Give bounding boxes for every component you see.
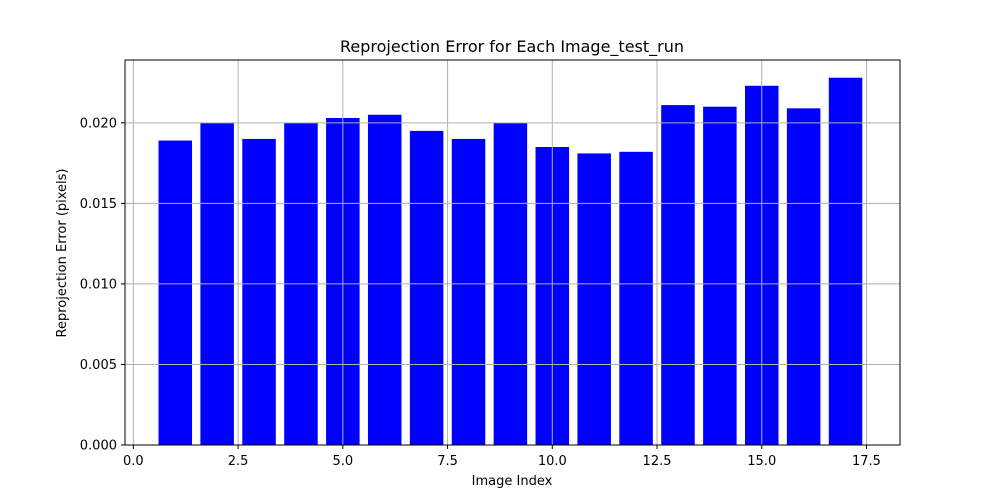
chart-title: Reprojection Error for Each Image_test_r… <box>340 37 684 57</box>
x-tick-label: 5.0 <box>332 454 353 469</box>
plot-frame <box>124 59 901 446</box>
x-axis-ticks: 0.0 2.5 5.0 7.5 10.0 12.5 15.0 17.5 <box>123 445 881 469</box>
y-tick-label: 0.005 <box>80 358 117 373</box>
x-tick-label: 0.0 <box>123 454 144 469</box>
x-tick-label: 2.5 <box>228 454 249 469</box>
y-tick-label: 0.020 <box>80 116 117 131</box>
bar-14 <box>703 106 737 445</box>
bar-17 <box>828 77 863 445</box>
bar-1 <box>158 140 193 445</box>
x-tick-label: 15.0 <box>747 454 776 469</box>
bar-3 <box>242 138 276 446</box>
y-tick-label: 0.015 <box>80 197 117 212</box>
bars <box>158 77 863 446</box>
x-tick-label: 10.0 <box>538 454 567 469</box>
y-axis-ticks: 0.000 0.005 0.010 0.015 0.020 <box>80 116 125 454</box>
x-tick-label: 17.5 <box>852 454 881 469</box>
x-tick-label: 12.5 <box>643 454 672 469</box>
bar-11 <box>577 153 611 445</box>
bar-16 <box>786 108 821 446</box>
bar-13 <box>661 105 695 445</box>
bar-8 <box>451 138 486 446</box>
y-tick-label: 0.010 <box>80 277 117 292</box>
bar-12 <box>619 151 653 446</box>
x-axis-title: Image Index <box>472 474 553 489</box>
y-tick-label: 0.000 <box>80 439 117 454</box>
x-tick-label: 7.5 <box>437 454 458 469</box>
y-axis-title: Reprojection Error (pixels) <box>55 168 70 337</box>
bar-7 <box>409 130 444 445</box>
bar-6 <box>367 114 402 446</box>
